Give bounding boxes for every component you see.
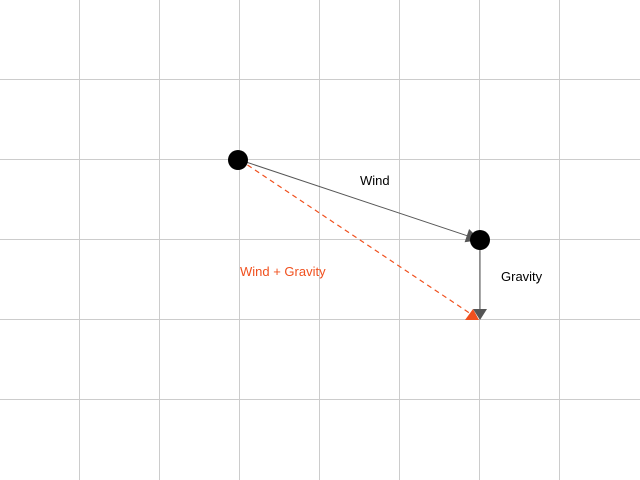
resultant-label: Wind + Gravity — [240, 264, 326, 279]
resultant-vector-line — [239, 159, 473, 316]
wind-vector-line — [239, 159, 471, 238]
origin-point — [228, 150, 248, 170]
gravity-arrowhead-icon — [473, 309, 487, 320]
wind-endpoint — [470, 230, 490, 250]
gravity-label: Gravity — [501, 269, 543, 284]
wind-label: Wind — [360, 173, 390, 188]
resultant-arrowhead-icon — [465, 309, 479, 320]
